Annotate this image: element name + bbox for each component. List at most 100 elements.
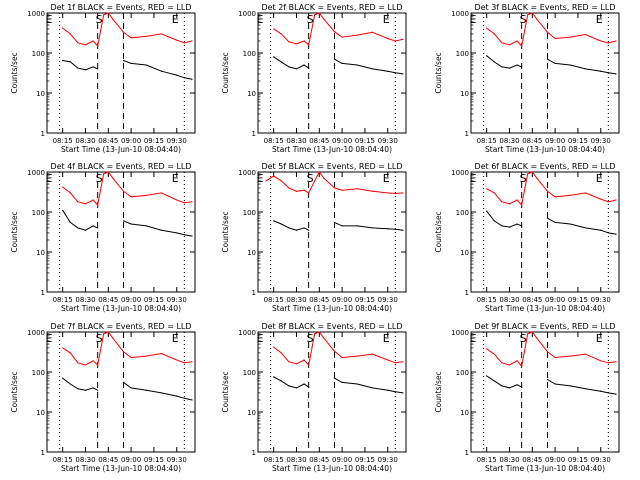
x-axis-label: Start Time (13-Jun-10 08:04:40) (61, 304, 181, 313)
events-point (402, 73, 404, 75)
lld-point (69, 352, 71, 354)
x-tick-label: 08:45 (98, 456, 118, 464)
lld-point (508, 364, 511, 366)
y-tick-label: 1000 (451, 329, 469, 337)
lld-point (531, 171, 533, 173)
lld-series-line (273, 331, 404, 367)
marker-label: E (172, 332, 179, 345)
lld-point (183, 362, 185, 364)
x-tick-label: 09:00 (545, 456, 565, 464)
lld-point (584, 33, 587, 36)
x-tick-label: 09:30 (167, 137, 187, 145)
plot-frame (46, 331, 196, 453)
events-point (92, 387, 94, 389)
lld-point (103, 333, 105, 335)
events-point (546, 378, 549, 381)
lld-point (265, 180, 267, 182)
lld-point (318, 331, 320, 333)
x-tick-label: 09:15 (144, 296, 164, 304)
x-tick-label: 09:00 (121, 137, 141, 145)
marker-label: S (307, 172, 314, 185)
events-point (280, 61, 282, 63)
events-point (402, 392, 404, 394)
lld-point (62, 186, 64, 188)
events-point (183, 234, 185, 236)
lld-point (387, 359, 389, 361)
events-point (183, 397, 185, 399)
x-tick-label: 09:00 (332, 137, 352, 145)
y-tick-label: 10 (247, 90, 256, 98)
events-point (97, 68, 99, 70)
lld-point (176, 199, 178, 201)
lld-point (288, 41, 290, 43)
events-point (356, 64, 358, 66)
x-tick-label: 09:00 (332, 456, 352, 464)
lld-point (531, 331, 533, 333)
y-tick-label: 100 (243, 209, 256, 217)
events-point (97, 227, 99, 229)
lld-point (493, 33, 495, 35)
lld-point (394, 40, 396, 42)
events-point (122, 220, 125, 222)
events-point (191, 235, 193, 237)
lld-point (333, 350, 336, 352)
lld-point (569, 194, 571, 197)
y-tick-label: 1 (41, 449, 45, 457)
x-tick-label: 09:30 (378, 296, 398, 304)
lld-point (387, 37, 389, 40)
lld-point (160, 352, 163, 355)
events-point (394, 72, 396, 74)
lld-point (508, 44, 511, 46)
panel-title: Det 8f BLACK = Events, RED = LLD (261, 322, 402, 331)
events-point (371, 387, 374, 389)
events-point (394, 391, 396, 393)
lld-point (356, 34, 358, 36)
y-tick-label: 10 (36, 409, 45, 417)
lld-point (92, 199, 94, 201)
lld-point (69, 33, 71, 35)
x-axis-label: Start Time (13-Jun-10 08:04:40) (61, 145, 181, 154)
marker-label: E (596, 172, 603, 185)
lld-point (536, 18, 538, 20)
events-point (607, 72, 609, 74)
y-tick-label: 1000 (27, 169, 45, 177)
x-tick-label: 09:00 (545, 296, 565, 304)
x-tick-label: 08:15 (53, 456, 73, 464)
x-tick-label: 08:45 (522, 137, 542, 145)
lld-point (318, 12, 320, 14)
marker-label: E (172, 13, 179, 26)
x-tick-label: 09:30 (591, 137, 611, 145)
lld-point (486, 27, 488, 29)
y-tick-label: 100 (32, 209, 45, 217)
lld-point (356, 355, 358, 357)
lld-point (145, 355, 147, 357)
events-point (145, 225, 147, 227)
lld-point (527, 14, 529, 16)
lld-point (84, 203, 87, 205)
lld-point (546, 190, 549, 192)
x-tick-label: 08:45 (98, 296, 118, 304)
events-point (62, 377, 64, 379)
x-tick-label: 09:30 (167, 456, 187, 464)
y-tick-label: 1000 (451, 169, 469, 177)
x-tick-label: 08:30 (499, 137, 519, 145)
lld-point (493, 192, 495, 194)
x-tick-label: 09:00 (121, 296, 141, 304)
events-point (288, 385, 290, 387)
y-axis-label: Counts/sec (221, 371, 230, 412)
x-tick-label: 08:30 (286, 296, 306, 304)
lld-point (112, 337, 114, 339)
events-point (183, 77, 185, 79)
y-tick-label: 10 (247, 249, 256, 257)
events-point (308, 67, 310, 69)
x-tick-label: 08:15 (477, 456, 497, 464)
marker-label: E (383, 332, 390, 345)
events-point (303, 383, 305, 385)
events-point (569, 64, 571, 66)
events-point (516, 223, 518, 225)
x-tick-label: 08:30 (75, 137, 95, 145)
x-axis-label: Start Time (13-Jun-10 08:04:40) (272, 304, 392, 313)
plot-frame (46, 171, 196, 293)
events-point (402, 229, 404, 231)
